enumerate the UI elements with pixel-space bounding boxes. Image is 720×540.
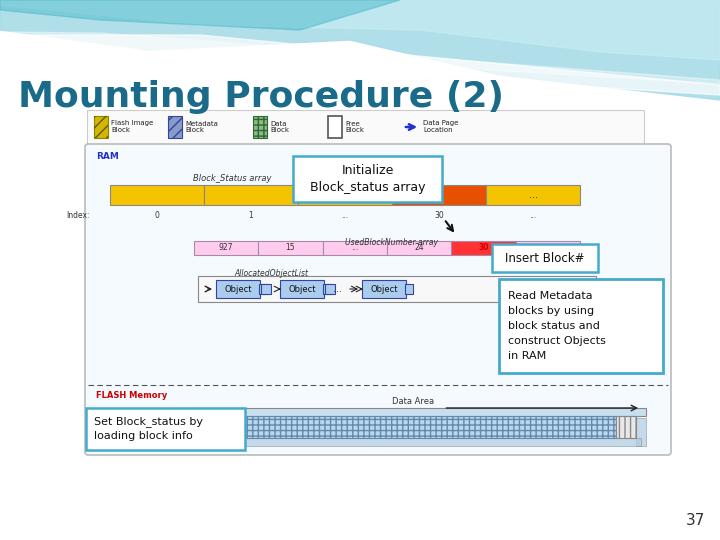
Text: ...: ...	[341, 190, 349, 200]
Bar	[111, 418, 126, 432]
Bar	[141, 418, 156, 432]
Polygon shape	[0, 32, 720, 84]
Text: UsedBlockNumber array: UsedBlockNumber array	[345, 238, 438, 247]
Text: 37: 37	[685, 513, 705, 528]
FancyBboxPatch shape	[85, 144, 671, 455]
Text: RAM: RAM	[96, 152, 119, 161]
Text: Flash Image
Block: Flash Image Block	[111, 120, 153, 133]
Text: 1: 1	[248, 211, 253, 219]
FancyBboxPatch shape	[216, 280, 260, 298]
Bar	[486, 185, 580, 205]
Text: ...: ...	[529, 211, 536, 219]
Bar	[328, 116, 342, 138]
Bar	[253, 116, 267, 138]
Bar	[298, 185, 392, 205]
Bar	[181, 438, 641, 446]
Text: Object: Object	[370, 285, 397, 294]
Text: Data Page
Location: Data Page Location	[423, 120, 459, 133]
Text: Initialize
Block_status array: Initialize Block_status array	[310, 164, 426, 194]
Text: Set Block_status by
loading block info: Set Block_status by loading block info	[94, 416, 203, 442]
Text: Index:: Index:	[66, 211, 90, 219]
Text: AllocatedObjectList: AllocatedObjectList	[234, 269, 308, 278]
Bar	[387, 241, 451, 255]
Bar	[126, 418, 141, 432]
Bar	[181, 416, 616, 438]
Text: Data Area: Data Area	[392, 397, 435, 406]
Bar	[253, 116, 267, 138]
Bar	[181, 408, 646, 416]
Text: 30: 30	[434, 211, 444, 219]
Polygon shape	[0, 0, 400, 30]
Bar	[156, 418, 171, 432]
Bar	[261, 284, 271, 294]
FancyBboxPatch shape	[362, 280, 406, 298]
Bar	[516, 241, 580, 255]
Bar	[392, 185, 486, 205]
Bar	[204, 185, 298, 205]
Text: Metadata
Block: Metadata Block	[185, 120, 218, 133]
Bar	[168, 116, 182, 138]
Text: Free
Block: Free Block	[345, 120, 364, 133]
Text: Insert Block#: Insert Block#	[505, 252, 585, 265]
Text: FLASH Memory: FLASH Memory	[96, 391, 167, 400]
Text: Mounting Procedure (2): Mounting Procedure (2)	[18, 80, 504, 114]
Text: ...: ...	[528, 190, 538, 200]
Bar	[405, 284, 413, 294]
Bar	[194, 241, 258, 255]
Bar	[325, 284, 335, 294]
Text: Read Metadata
blocks by using
block status and
construct Objects
in RAM: Read Metadata blocks by using block stat…	[508, 292, 606, 361]
Polygon shape	[0, 35, 720, 95]
FancyBboxPatch shape	[87, 110, 644, 144]
FancyBboxPatch shape	[499, 279, 663, 373]
Bar	[96, 418, 111, 432]
Bar	[451, 241, 516, 255]
FancyBboxPatch shape	[86, 408, 245, 450]
Text: ...: ...	[341, 211, 348, 219]
Bar	[168, 116, 182, 138]
Bar	[110, 185, 204, 205]
FancyBboxPatch shape	[492, 244, 598, 272]
Text: 927: 927	[219, 244, 233, 253]
Bar	[181, 416, 616, 438]
Bar	[323, 284, 331, 294]
Bar	[636, 418, 646, 446]
Bar	[258, 241, 323, 255]
Text: 30: 30	[478, 244, 489, 253]
Text: 24: 24	[414, 244, 424, 253]
Bar	[94, 116, 108, 138]
Bar	[259, 284, 267, 294]
Bar	[616, 416, 636, 438]
Text: 15: 15	[286, 244, 295, 253]
Text: Object: Object	[288, 285, 316, 294]
Text: ...: ...	[544, 244, 552, 253]
Polygon shape	[0, 0, 720, 60]
Text: Object: Object	[224, 285, 252, 294]
Bar	[616, 416, 636, 438]
Text: 0: 0	[155, 211, 159, 219]
Text: ...: ...	[351, 244, 359, 253]
Text: Block_Status array: Block_Status array	[193, 174, 271, 183]
Bar	[323, 241, 387, 255]
Bar	[94, 116, 108, 138]
Polygon shape	[0, 0, 720, 100]
Text: ...: ...	[333, 284, 342, 294]
FancyBboxPatch shape	[280, 280, 324, 298]
Text: Data
Block: Data Block	[270, 120, 289, 133]
FancyBboxPatch shape	[293, 156, 442, 202]
FancyBboxPatch shape	[198, 276, 596, 302]
